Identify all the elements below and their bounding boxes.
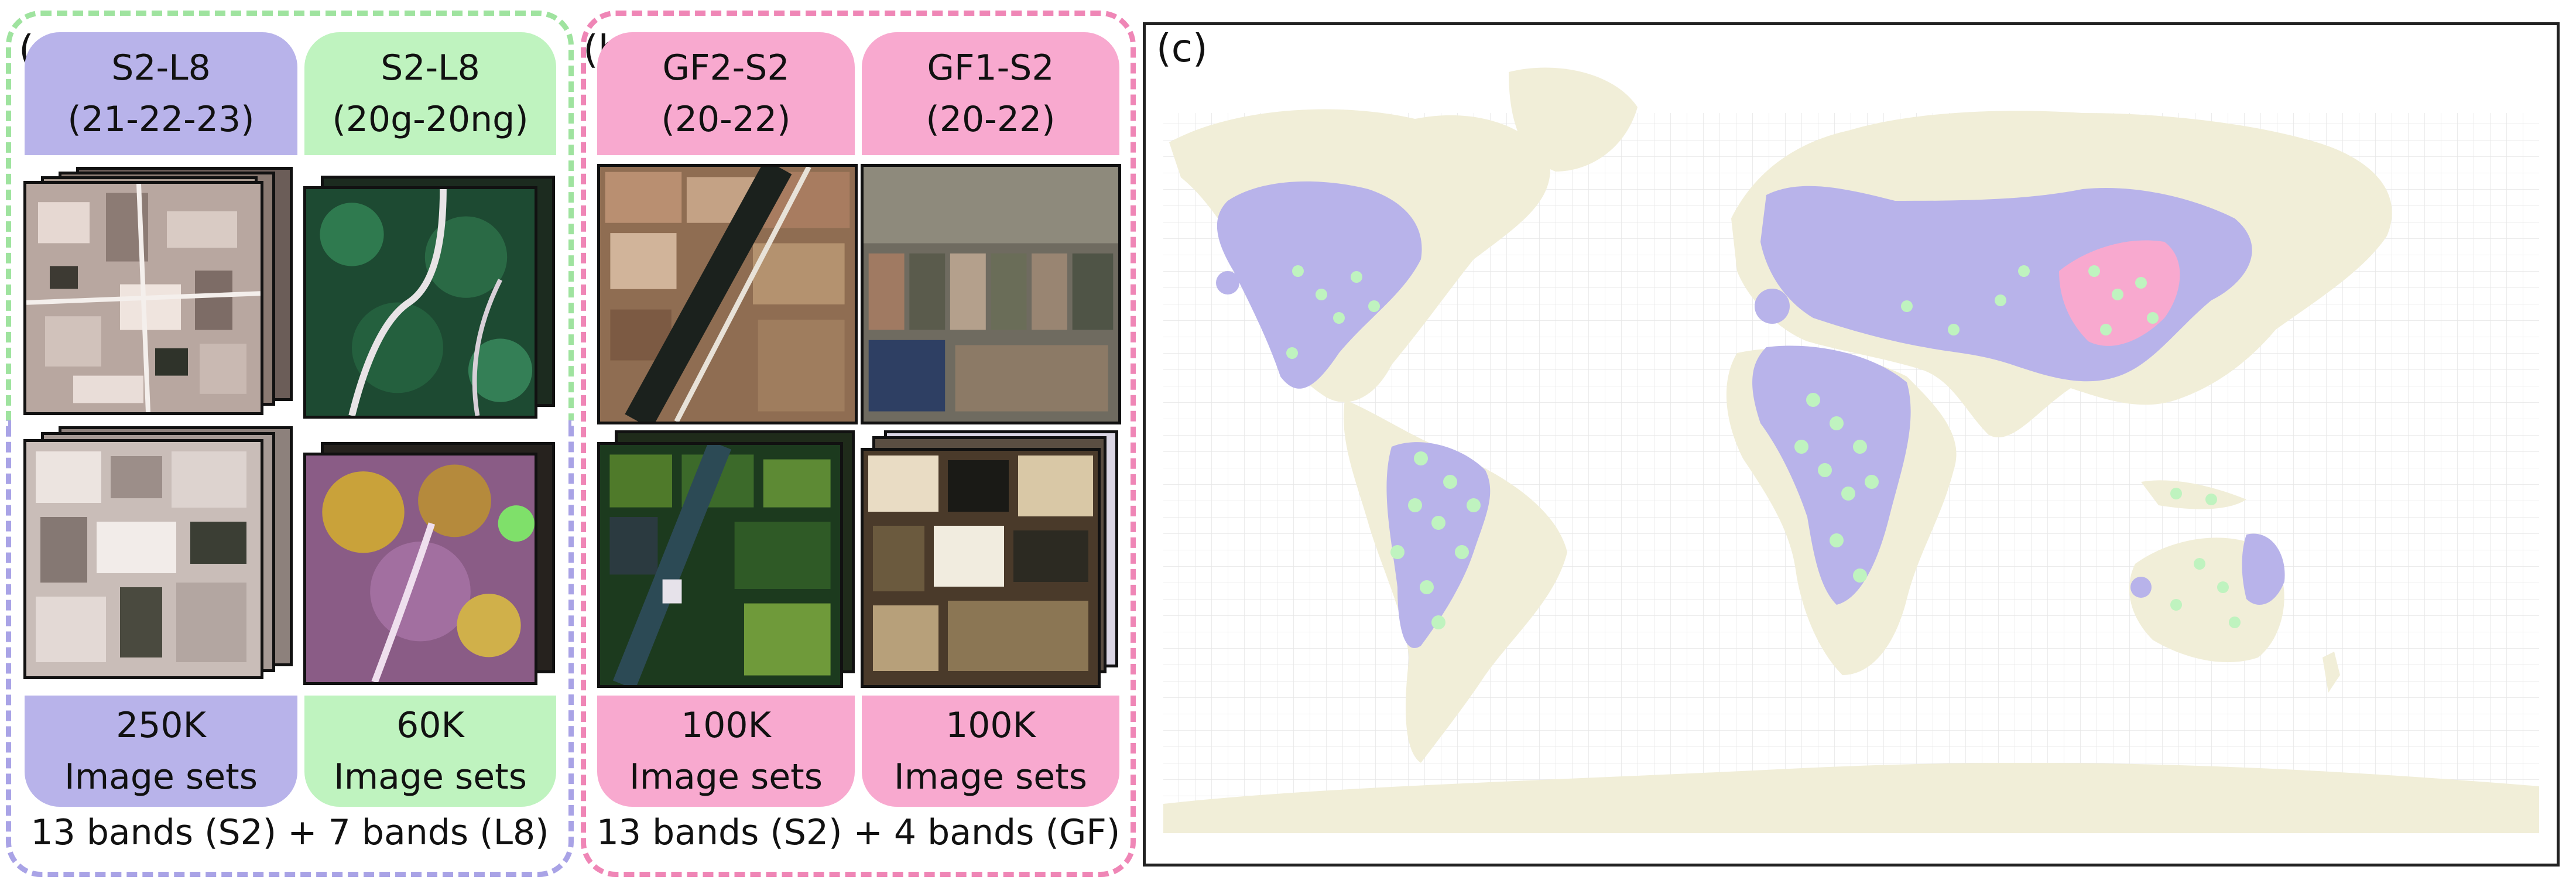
coverage-s2-l8-growth bbox=[1286, 265, 2241, 629]
panel-b-col1-footer: 100K Image sets bbox=[597, 696, 855, 807]
panel-a-col1-footer: 250K Image sets bbox=[25, 696, 297, 807]
image-stack-s2-l8-growth-bottom bbox=[303, 442, 561, 688]
satellite-image-gf1-farmland bbox=[861, 164, 1121, 424]
world-map-panel bbox=[1143, 22, 2560, 867]
panel-a-col1-title-line1: S2-L8 bbox=[111, 47, 211, 88]
panel-b-col2-header: GF1-S2 (20-22) bbox=[862, 32, 1119, 155]
panel-a-col1-count-unit: Image sets bbox=[64, 756, 258, 797]
panel-b-col2-count: 100K bbox=[946, 705, 1036, 746]
image-stack-s2-l8-seq-top bbox=[23, 161, 299, 419]
satellite-image-agriculture bbox=[23, 439, 263, 679]
panel-a-col1-count: 250K bbox=[116, 705, 206, 746]
panel-a-col2-header: S2-L8 (20g-20ng) bbox=[304, 32, 556, 155]
panel-b-col1-title-line1: GF2-S2 bbox=[662, 47, 790, 88]
panel-a-col2-title-line2: (20g-20ng) bbox=[332, 99, 529, 140]
panel-a-col2-count-unit: Image sets bbox=[334, 756, 527, 797]
panel-a-frame-bottom bbox=[6, 420, 574, 877]
panel-b-col1-count-unit: Image sets bbox=[629, 756, 823, 797]
panel-b-col2-count-unit: Image sets bbox=[894, 756, 1087, 797]
panel-a-col1-title-line2: (21-22-23) bbox=[67, 99, 255, 140]
satellite-image-urban bbox=[23, 181, 263, 415]
satellite-image-vegetation bbox=[303, 453, 537, 685]
panel-a-frame-top bbox=[6, 11, 574, 420]
panel-c-letter: (c) bbox=[1156, 26, 1208, 71]
panel-a-col2-footer: 60K Image sets bbox=[304, 696, 556, 807]
panel-a-col2-title-line1: S2-L8 bbox=[381, 47, 480, 88]
panel-b-col1-count: 100K bbox=[681, 705, 771, 746]
image-stack-s2-l8-growth-top bbox=[303, 176, 561, 422]
satellite-image-forest bbox=[303, 186, 537, 419]
panel-b-col2-footer: 100K Image sets bbox=[862, 696, 1119, 807]
panel-b-col2-title-line1: GF1-S2 bbox=[927, 47, 1054, 88]
satellite-image-gf1-mixed bbox=[861, 448, 1101, 688]
satellite-image-gf2-greenfields bbox=[597, 442, 843, 688]
satellite-image-gf2-farmland bbox=[597, 164, 858, 424]
image-stack-gf1-mixed bbox=[861, 430, 1124, 691]
world-map bbox=[1163, 67, 2539, 833]
image-stack-s2-l8-seq-bottom bbox=[23, 422, 299, 691]
panel-b-frame bbox=[581, 11, 1136, 877]
panel-a-col2-count: 60K bbox=[396, 705, 464, 746]
panel-a-col1-header: S2-L8 (21-22-23) bbox=[25, 32, 297, 155]
image-stack-gf2-green bbox=[597, 430, 861, 691]
panel-b-col2-title-line2: (20-22) bbox=[926, 99, 1056, 140]
panel-b-col1-header: GF2-S2 (20-22) bbox=[597, 32, 855, 155]
panel-b-bands: 13 bands (S2) + 4 bands (GF) bbox=[596, 812, 1121, 853]
panel-b-col1-title-line2: (20-22) bbox=[661, 99, 791, 140]
panel-a-bands: 13 bands (S2) + 7 bands (L8) bbox=[30, 812, 549, 853]
